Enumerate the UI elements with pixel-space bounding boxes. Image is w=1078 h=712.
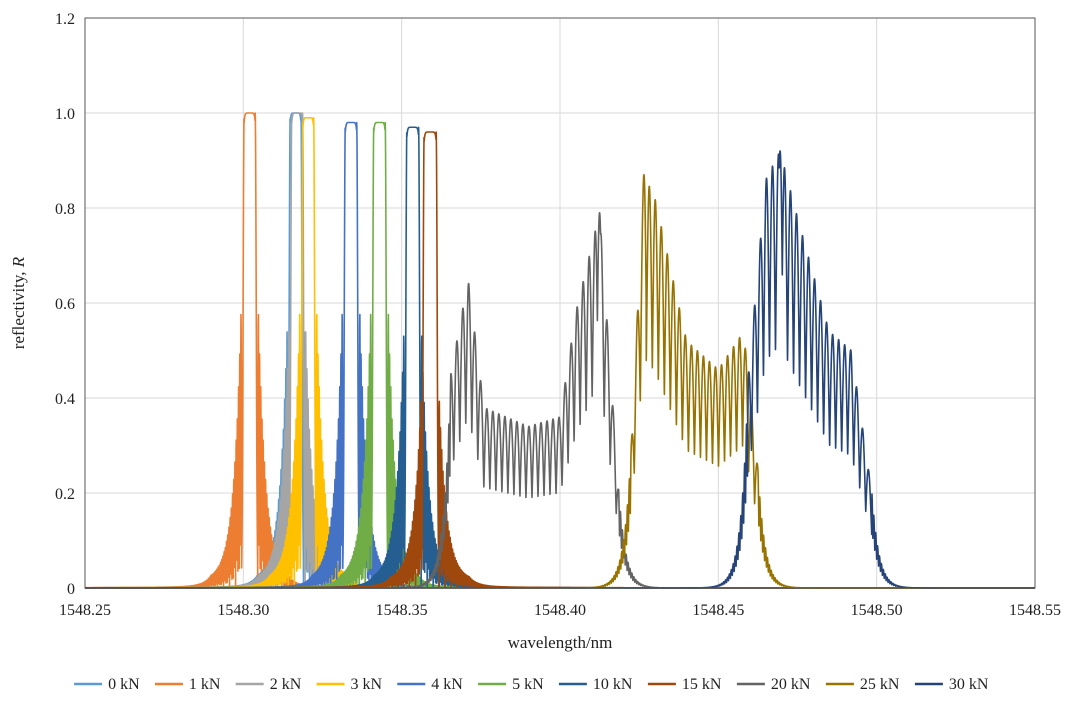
x-tick-label: 1548.40 xyxy=(534,602,586,619)
legend-label: 2 kN xyxy=(270,676,302,693)
y-tick-label: 0.4 xyxy=(55,391,75,408)
y-axis-title-symbol: R xyxy=(9,256,28,268)
legend-label: 3 kN xyxy=(351,676,383,693)
y-tick-label: 0 xyxy=(67,581,75,598)
x-tick-label: 1548.50 xyxy=(851,602,903,619)
x-axis-title: wavelength/nm xyxy=(508,633,613,652)
legend-label: 15 kN xyxy=(682,676,722,693)
legend-label: 10 kN xyxy=(593,676,633,693)
x-tick-label: 1548.45 xyxy=(692,602,744,619)
legend-label: 30 kN xyxy=(949,676,989,693)
x-tick-label: 1548.25 xyxy=(59,602,111,619)
x-tick-label: 1548.55 xyxy=(1009,602,1061,619)
y-tick-label: 0.6 xyxy=(55,296,75,313)
x-tick-label: 1548.30 xyxy=(217,602,269,619)
y-tick-label: 1.0 xyxy=(55,106,75,123)
legend-label: 1 kN xyxy=(189,676,221,693)
legend-label: 5 kN xyxy=(512,676,544,693)
grid xyxy=(85,18,1035,588)
y-axis-title: reflectivity, R xyxy=(9,256,28,349)
y-tick-label: 0.8 xyxy=(55,201,75,218)
y-tick-label: 0.2 xyxy=(55,486,75,503)
legend-label: 20 kN xyxy=(771,676,811,693)
plot-frame xyxy=(84,17,1036,589)
tick-labels: 0 0.2 0.4 0.6 0.8 1.0 1.2 1548.25 1548.30 1548.35… xyxy=(55,11,1061,619)
legend-label: 4 kN xyxy=(431,676,463,693)
legend-label: 25 kN xyxy=(860,676,900,693)
y-axis-title-text: reflectivity, xyxy=(9,267,28,349)
y-tick-label: 1.2 xyxy=(55,11,75,28)
legend: 0 kN 1 kN 2 kN 3 kN 4 kN 5 kN 10 kN 15 kN 20 kN 2… xyxy=(74,676,989,693)
legend-label: 0 kN xyxy=(108,676,140,693)
x-tick-label: 1548.35 xyxy=(376,602,428,619)
